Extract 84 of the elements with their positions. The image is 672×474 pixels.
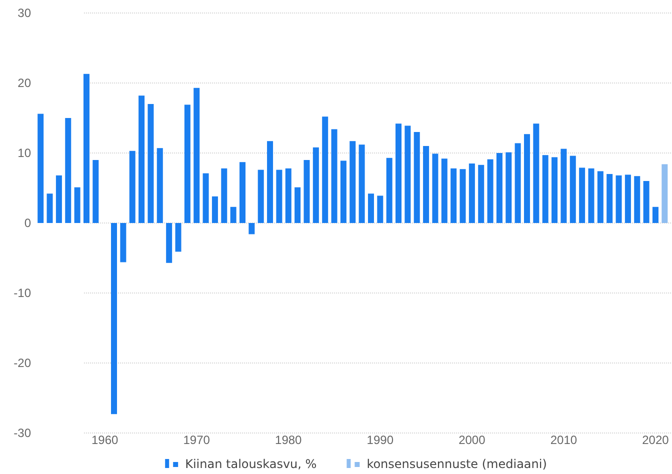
bar [46,194,53,223]
x-tick-label: 1980 [275,433,302,447]
bar [506,152,512,223]
bar [258,170,264,223]
bar [166,223,172,263]
bar [38,114,44,223]
bar [184,104,190,223]
bar [202,173,209,223]
bar [414,132,420,223]
bar [239,162,246,223]
bar [468,164,475,223]
bar [643,181,650,223]
bar [662,164,668,223]
bar [129,150,136,223]
bar [285,168,292,223]
bar [533,124,540,223]
y-tick-label: -20 [14,356,32,370]
bar [267,141,274,223]
x-tick-label: 1990 [366,433,394,447]
bar [441,158,448,223]
y-tick-label: 20 [18,76,32,90]
bar [304,160,310,223]
bar [652,206,658,223]
bar [606,174,613,223]
bar [248,223,255,234]
bar [386,158,392,223]
y-tick-label: 10 [18,146,32,160]
bar [83,74,90,223]
bar [221,168,228,223]
bar [175,223,182,252]
bar [74,187,80,223]
legend-label: Kiinan talouskasvu, % [185,457,317,471]
bar [560,148,567,223]
bar [542,155,548,223]
legend-label: konsensusennuste (mediaani) [366,457,547,471]
bar [597,171,604,223]
bar [616,175,622,223]
bar [212,196,218,223]
bar [194,88,200,223]
bar [120,223,126,262]
bar [56,175,62,223]
bar [340,160,346,223]
bar [396,124,402,223]
bar [624,174,631,223]
bar [65,118,72,223]
bar [570,156,576,223]
bar [404,126,411,223]
bar [92,160,99,223]
bar [156,148,163,223]
y-tick-label: -30 [14,426,32,440]
y-tick-label: 30 [18,6,32,20]
y-tick-label: 0 [24,216,32,230]
bar [423,146,430,223]
bar [524,134,530,223]
bar [148,104,154,223]
bar [634,176,640,223]
x-tick-label: 2010 [550,433,578,447]
bar [552,157,558,223]
bar [312,147,319,223]
bar [450,168,457,223]
bar [588,168,594,223]
x-tick-label: 1970 [183,433,210,447]
bar [111,223,118,414]
bar [514,143,521,223]
bar [230,206,236,223]
bar [487,159,494,223]
x-tick-label: 1960 [91,433,118,447]
bar [331,129,338,223]
bar [358,144,365,223]
bar [368,194,374,223]
bar [478,164,484,223]
x-tick-label: 2020 [642,433,670,447]
y-tick-label: -10 [14,286,32,300]
bar [460,169,466,223]
bar [294,187,301,223]
bar [350,141,356,223]
bar [432,154,438,223]
bar [579,168,586,223]
bar [377,196,384,223]
x-tick-label: 2000 [458,433,486,447]
bar [322,116,328,223]
bar [138,96,145,223]
bar [276,170,282,223]
bar [496,153,502,223]
